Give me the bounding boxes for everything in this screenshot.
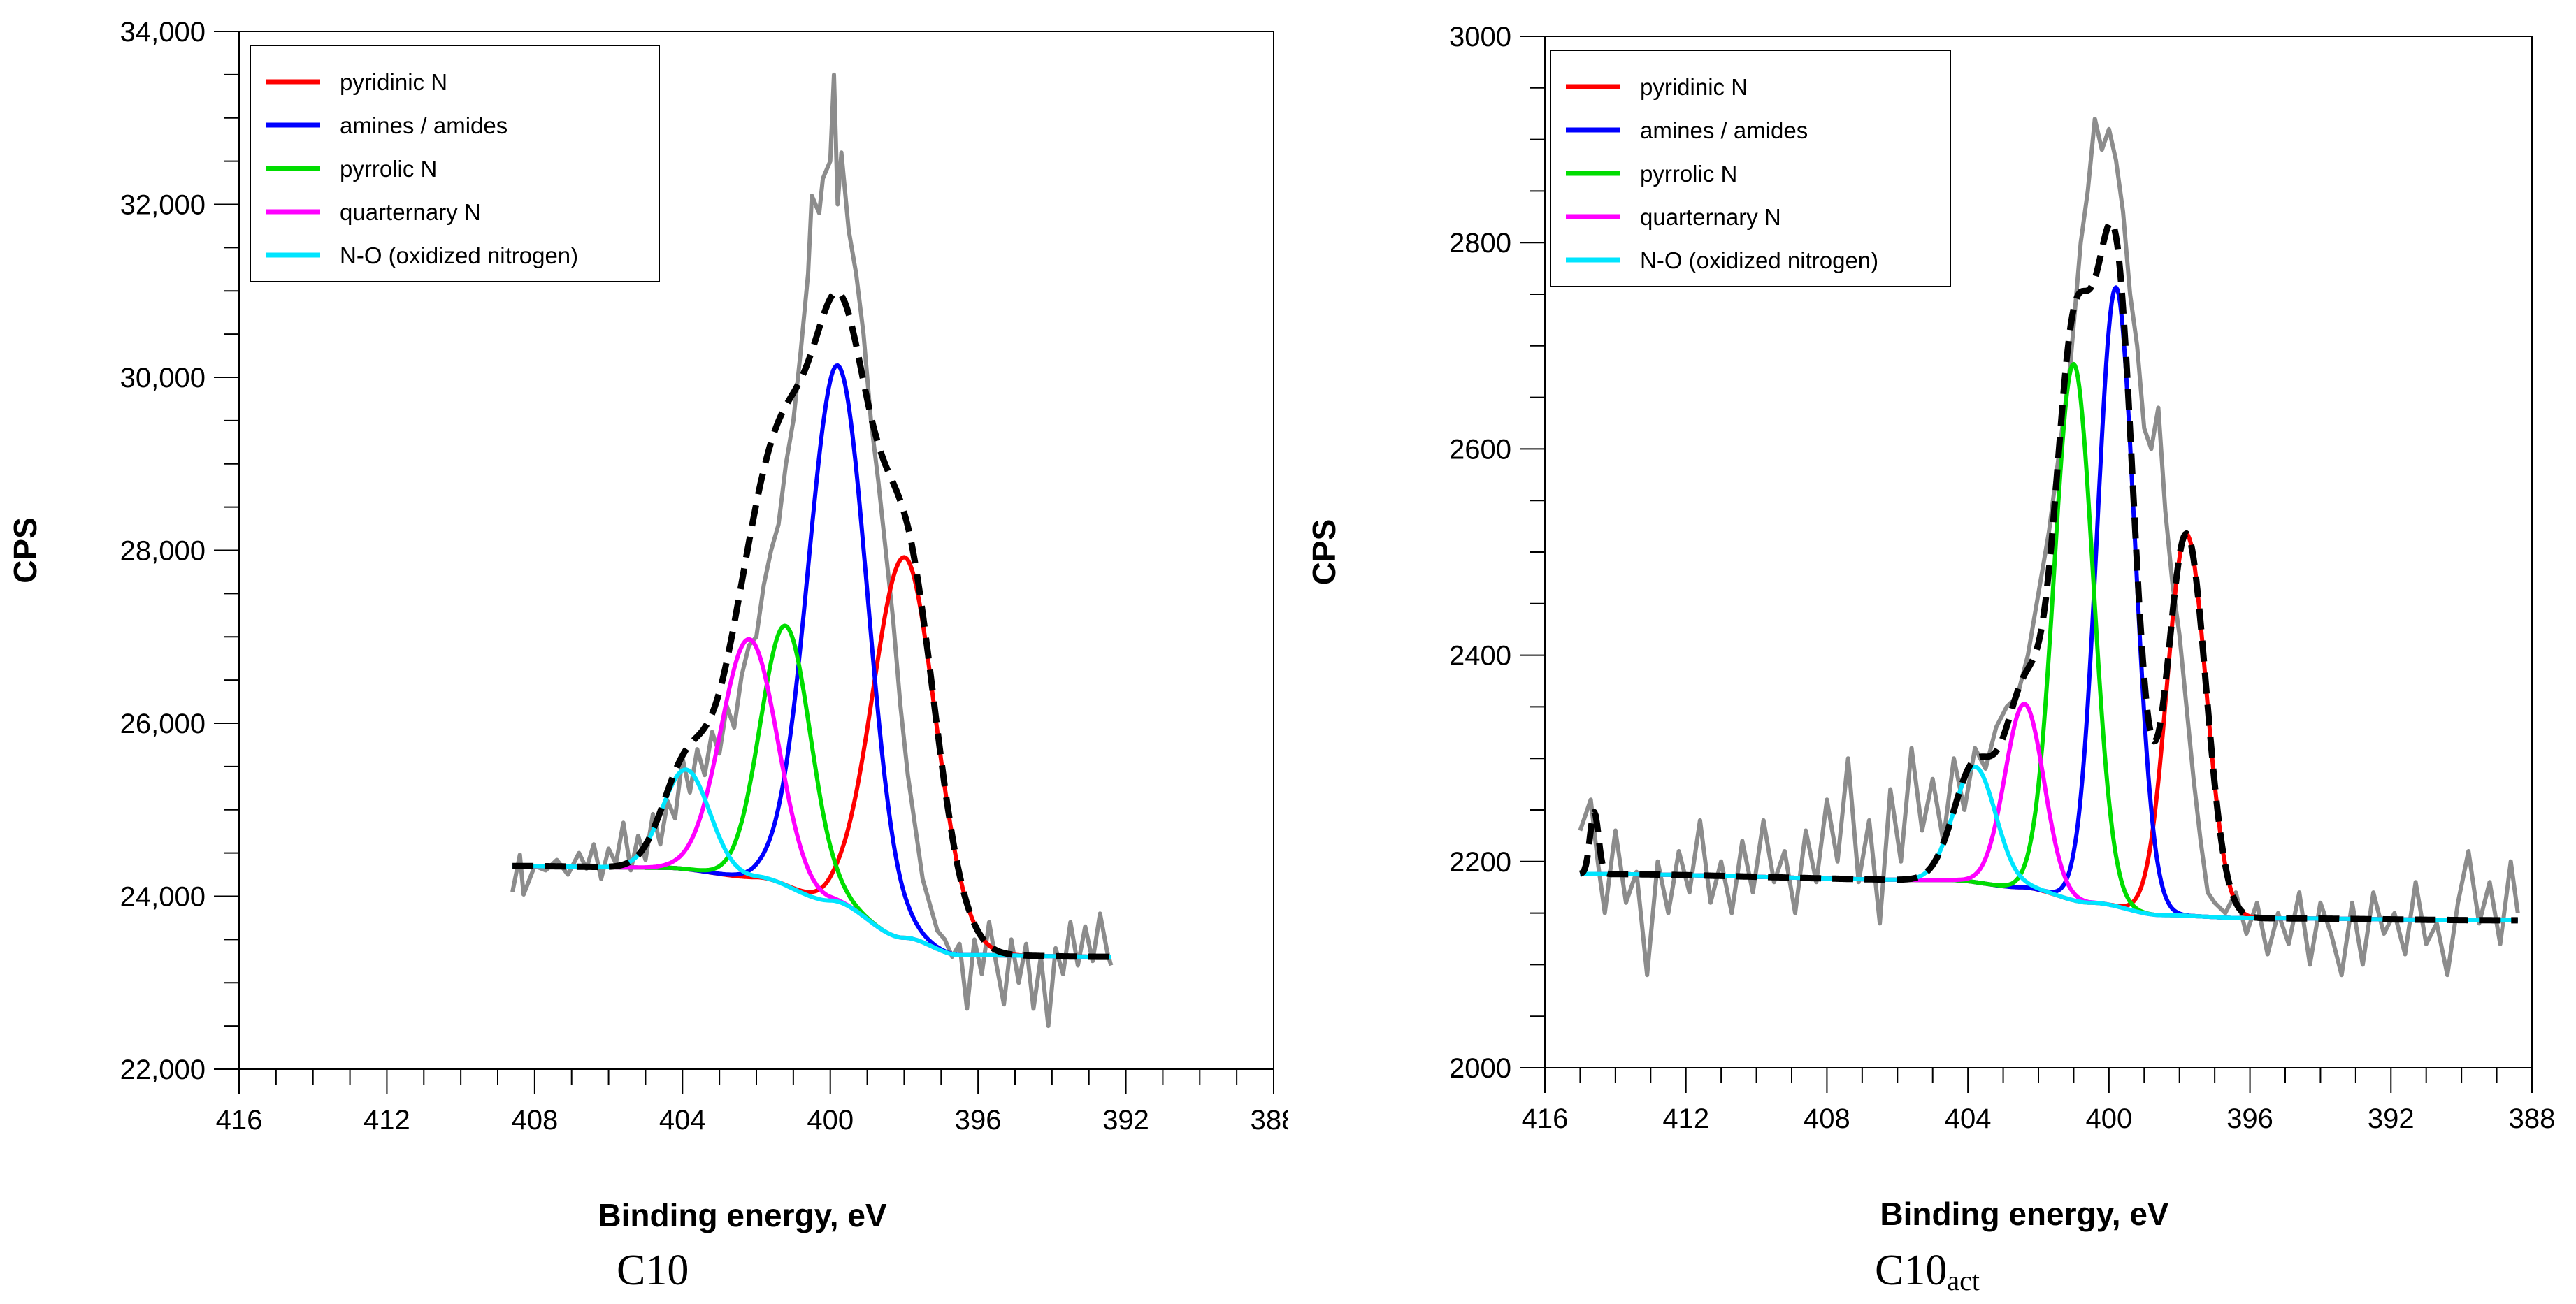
legend-label: pyrrolic N: [340, 156, 437, 182]
y-axis: 22,000 24,000 26,000 28,000 30,000 32,000 34,0…: [120, 17, 239, 1085]
legend-label: N-O (oxidized nitrogen): [1640, 247, 1878, 273]
x-tick-label: 408: [1804, 1103, 1850, 1134]
x-tick-label: 408: [511, 1105, 558, 1136]
y-tick-label: 2200: [1449, 847, 1511, 878]
y-tick-label: 30,000: [120, 363, 206, 393]
x-tick-label: 396: [2226, 1103, 2273, 1134]
y-tick-label: 2800: [1449, 228, 1511, 259]
caption-subscript: act: [1947, 1265, 1980, 1296]
legend-label: amines / amides: [340, 113, 508, 138]
x-tick-label: 400: [807, 1105, 854, 1136]
component-line-quarternary-n: [1579, 702, 2519, 922]
envelope-fit-line: [510, 289, 1113, 960]
x-tick-label: 416: [216, 1105, 263, 1136]
legend-label: pyrrolic N: [1640, 161, 1737, 187]
x-tick-label: 400: [2085, 1103, 2132, 1134]
x-tick-label: 416: [1522, 1103, 1569, 1134]
xps-chart-c10: 416 412 408 404 400 396 392 388 22,000 24,000 26,0…: [7, 17, 1288, 1294]
legend-label: N-O (oxidized nitrogen): [340, 242, 578, 268]
x-axis: 416 412 408 404 400 396 392 388: [1522, 1068, 2556, 1134]
y-tick-label: 26,000: [120, 709, 206, 739]
envelope-fit-line: [1578, 219, 2520, 924]
x-tick-label: 392: [2368, 1103, 2415, 1134]
component-line-pyrrolic-n: [512, 623, 1112, 959]
y-tick-label: 2000: [1449, 1053, 1511, 1084]
legend-box: [1550, 50, 1951, 287]
legend-label: pyridinic N: [340, 69, 447, 95]
x-tick-label: 412: [364, 1105, 410, 1136]
x-axis-title: Binding energy, eV: [598, 1197, 887, 1233]
x-tick-label: 404: [1945, 1103, 1992, 1134]
plot-area: [1578, 117, 2520, 978]
component-line-amines-amides: [1579, 285, 2519, 922]
x-tick-label: 388: [1251, 1105, 1288, 1136]
y-axis-title: CPS: [1306, 519, 1342, 586]
caption-main: C10: [617, 1247, 689, 1294]
xps-chart-c10-act: 416 412 408 404 400 396 392 388 2000 2200 2400 2600…: [1306, 22, 2556, 1296]
y-tick-label: 28,000: [120, 536, 206, 567]
chart-panel-c10: 416 412 408 404 400 396 392 388 22,000 24,000 26,0…: [7, 17, 1288, 1294]
y-axis: 2000 2200 2400 2600 2800 3000: [1449, 22, 1545, 1084]
y-tick-label: 24,000: [120, 882, 206, 913]
figure-caption: C10act: [1875, 1247, 1980, 1296]
component-line-quarternary-n: [512, 637, 1112, 959]
x-tick-label: 412: [1662, 1103, 1709, 1134]
y-tick-label: 34,000: [120, 17, 206, 48]
caption-main: C10: [1875, 1247, 1947, 1294]
x-axis: 416 412 408 404 400 396 392 388: [216, 1069, 1288, 1136]
component-line-n-o-oxidized-nitrogen-: [1579, 765, 2519, 922]
y-tick-label: 32,000: [120, 190, 206, 221]
x-tick-label: 388: [2509, 1103, 2556, 1134]
y-tick-label: 2400: [1449, 641, 1511, 672]
legend: pyridinic N amines / amides pyrrolic N quar…: [250, 45, 660, 282]
x-tick-label: 392: [1102, 1105, 1149, 1136]
y-tick-label: 2600: [1449, 434, 1511, 465]
measured-spectrum-line: [1578, 117, 2520, 978]
legend-label: pyridinic N: [1640, 74, 1748, 100]
legend-label: amines / amides: [1640, 117, 1808, 143]
y-tick-label: 22,000: [120, 1055, 206, 1085]
component-line-pyrrolic-n: [1579, 361, 2519, 922]
legend-label: quarternary N: [340, 199, 481, 225]
y-tick-label: 3000: [1449, 22, 1511, 52]
x-tick-label: 396: [955, 1105, 1002, 1136]
legend-box: [250, 45, 660, 282]
component-line-n-o-oxidized-nitrogen-: [512, 767, 1112, 959]
figure-caption: C10: [617, 1247, 689, 1294]
legend: pyridinic N amines / amides pyrrolic N quar…: [1550, 50, 1951, 287]
chart-panel-c10-act: 416 412 408 404 400 396 392 388 2000 2200 2400 2600…: [1288, 0, 2576, 1304]
y-axis-title: CPS: [7, 517, 43, 584]
x-tick-label: 404: [659, 1105, 706, 1136]
x-axis-title: Binding energy, eV: [1880, 1196, 2169, 1232]
plot-area: [510, 72, 1114, 1029]
legend-label: quarternary N: [1640, 204, 1781, 230]
